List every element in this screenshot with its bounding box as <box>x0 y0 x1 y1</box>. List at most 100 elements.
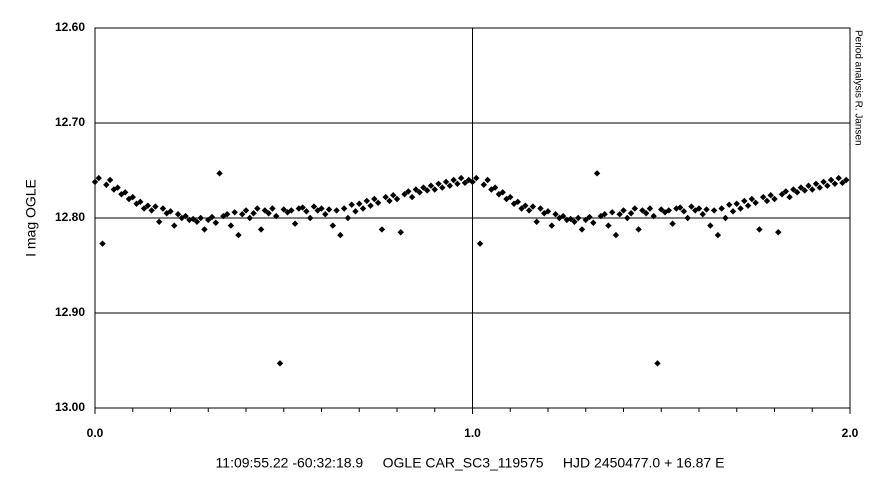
data-point <box>439 184 446 191</box>
data-point <box>276 360 284 367</box>
data-point <box>582 216 589 224</box>
data-point <box>590 219 597 226</box>
data-point <box>235 231 242 239</box>
data-point <box>129 193 136 201</box>
data-point <box>374 199 382 206</box>
data-point <box>820 178 827 186</box>
data-point <box>424 187 431 194</box>
y-tick-label: 12.80 <box>55 210 85 224</box>
data-point <box>480 181 488 188</box>
data-point <box>786 193 793 201</box>
data-point <box>793 189 801 196</box>
data-point <box>476 240 484 247</box>
data-point <box>442 178 450 186</box>
data-point <box>405 188 412 195</box>
data-point <box>575 214 582 222</box>
data-point <box>752 199 759 206</box>
data-point <box>676 204 684 211</box>
data-point <box>427 182 435 189</box>
data-point <box>469 178 476 186</box>
data-point <box>412 186 420 193</box>
data-point <box>408 193 416 201</box>
annotation: Period analysis R. Jansen <box>852 30 863 146</box>
data-point <box>541 210 548 217</box>
data-point <box>299 204 306 211</box>
data-point <box>771 195 778 203</box>
data-point <box>390 192 397 199</box>
x-tick-label: 0.0 <box>87 426 104 440</box>
data-point <box>303 208 310 215</box>
data-point <box>627 210 635 217</box>
data-point <box>601 211 608 218</box>
data-point <box>707 222 714 229</box>
data-point <box>812 180 820 187</box>
data-point <box>103 181 110 188</box>
data-point <box>737 205 744 212</box>
data-point <box>382 193 389 201</box>
data-point <box>488 186 495 193</box>
data-point <box>710 207 718 214</box>
x-axis-label: 11:09:55.22 -60:32:18.9 OGLE CAR_SC3_119… <box>216 455 725 471</box>
data-point <box>759 193 767 201</box>
data-point <box>809 186 816 193</box>
data-point <box>344 214 352 222</box>
data-point <box>631 205 639 212</box>
data-point <box>733 200 740 207</box>
data-point <box>189 215 197 223</box>
data-point <box>348 201 355 208</box>
data-point <box>193 218 201 225</box>
data-point <box>446 182 454 189</box>
data-point <box>137 198 144 206</box>
data-point <box>642 210 650 217</box>
data-point <box>827 176 835 184</box>
data-point <box>548 222 555 229</box>
data-point <box>559 212 567 220</box>
data-point <box>544 208 552 215</box>
data-point <box>242 207 250 214</box>
data-point <box>325 206 333 213</box>
data-point <box>692 207 699 214</box>
data-point <box>843 176 850 184</box>
data-point <box>797 184 805 191</box>
data-point <box>155 218 163 225</box>
data-point <box>99 240 106 247</box>
data-point <box>393 195 401 203</box>
data-point <box>386 197 393 205</box>
y-tick-label: 13.00 <box>55 400 85 414</box>
data-point <box>208 213 216 221</box>
data-point <box>171 222 178 229</box>
data-point <box>612 231 620 239</box>
data-point <box>722 214 729 222</box>
data-point <box>288 207 295 214</box>
data-point <box>495 191 503 198</box>
data-point <box>665 207 672 214</box>
data-point <box>397 229 404 236</box>
data-point <box>212 219 219 226</box>
data-point <box>571 218 578 225</box>
data-point <box>639 207 646 214</box>
data-point <box>699 211 706 218</box>
data-point <box>552 211 559 218</box>
data-point <box>122 189 129 196</box>
data-point <box>695 205 703 212</box>
data-point <box>174 211 182 218</box>
data-point <box>431 186 438 193</box>
data-point <box>359 205 367 212</box>
data-point <box>491 184 499 191</box>
data-point <box>457 174 465 182</box>
data-point <box>658 206 665 213</box>
data-point <box>778 191 786 198</box>
data-point <box>148 207 155 214</box>
data-point <box>118 191 125 198</box>
data-point <box>763 197 771 205</box>
data-point <box>337 231 344 239</box>
data-point <box>461 179 469 187</box>
data-point <box>529 203 537 210</box>
data-point <box>616 211 623 218</box>
data-point <box>401 191 408 198</box>
data-point <box>201 226 208 233</box>
x-tick-label: 1.0 <box>464 426 481 440</box>
data-point <box>756 226 763 233</box>
data-point <box>567 215 574 223</box>
